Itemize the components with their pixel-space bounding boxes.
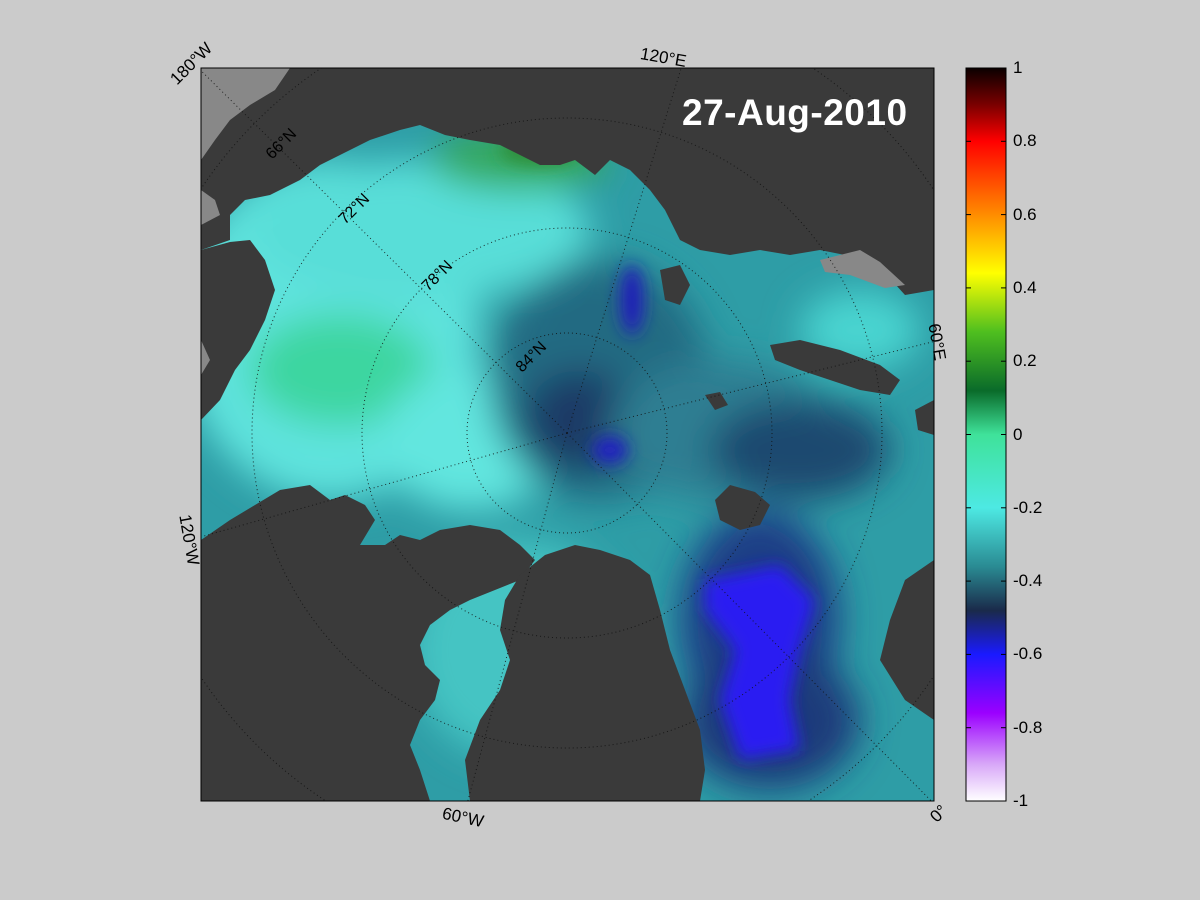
colorbar-tick-label: 0.8 <box>1013 131 1037 151</box>
colorbar-tick-label: -0.8 <box>1013 717 1043 737</box>
colorbar-tick-label: -0.4 <box>1013 571 1043 591</box>
colorbar-tick-label: 0.4 <box>1013 277 1037 297</box>
land-masses <box>201 68 934 801</box>
colorbar <box>965 67 1007 802</box>
graticule <box>201 68 934 801</box>
colorbar-tick-label: 1 <box>1013 58 1023 77</box>
colorbar-tick-marks <box>966 140 1006 729</box>
colorbar-tick-label: -0.2 <box>1013 497 1043 517</box>
colorbar-tick-label: -1 <box>1013 791 1029 810</box>
land-outside-domain <box>201 68 905 375</box>
map-field <box>201 68 934 801</box>
colorbar-tick-label: 0.2 <box>1013 351 1037 371</box>
colorbar-tick-label: 0.6 <box>1013 204 1037 224</box>
colorbar-tick-label: -0.6 <box>1013 644 1043 664</box>
date-label: 27-Aug-2010 <box>682 92 908 133</box>
colorbar-tick-label: 0 <box>1013 424 1023 444</box>
